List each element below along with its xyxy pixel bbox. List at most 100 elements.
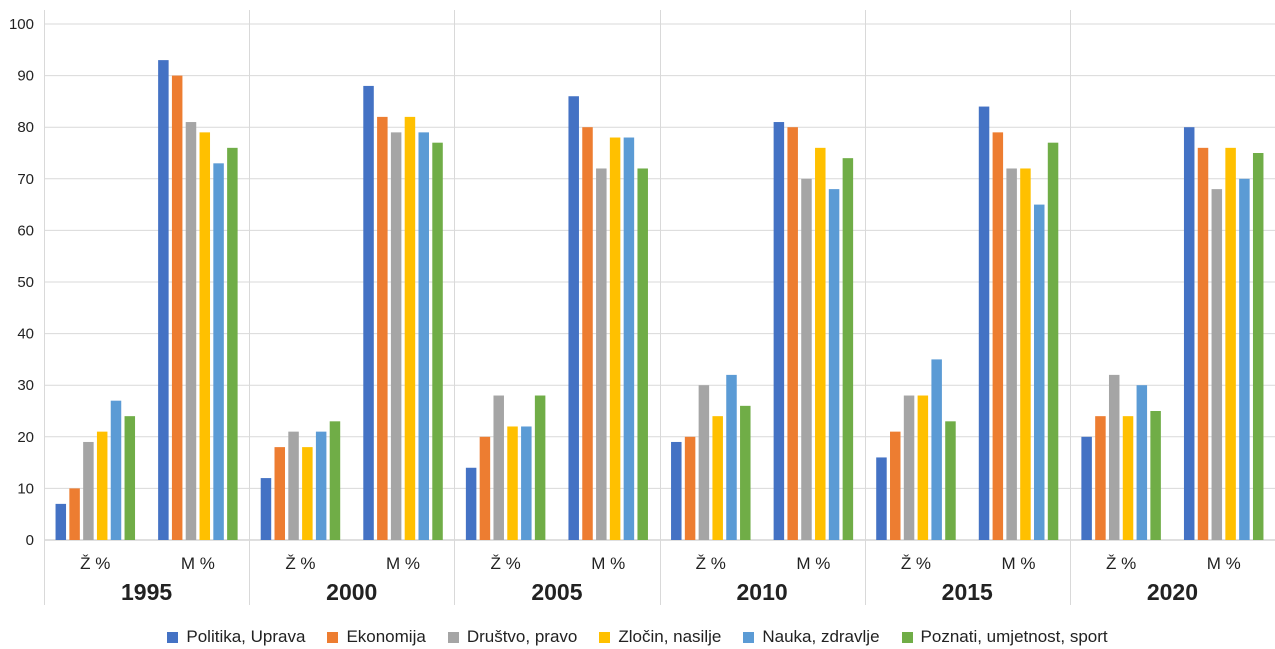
bar [185,122,197,540]
bar [377,116,388,540]
y-tick-label: 50 [17,274,34,291]
year-label: 2020 [1147,579,1198,605]
y-tick-label: 40 [17,326,34,343]
y-tick-label: 60 [17,222,34,239]
bar [876,457,887,540]
category-label: Ž % [285,554,315,573]
bar [582,127,593,540]
bar [465,467,477,540]
bar [1006,168,1017,541]
bar [69,488,80,540]
bar [684,436,696,540]
bar [698,385,710,540]
bar [568,96,579,541]
legend-swatch [167,631,179,643]
legend-swatch [743,631,755,643]
y-tick-label: 80 [17,119,34,136]
bar [1047,142,1059,540]
bar [363,85,374,541]
category-label: Ž % [80,554,110,573]
y-tick-label: 30 [17,377,34,394]
bar [521,426,532,540]
bar [479,436,491,540]
bar [903,395,915,540]
bar [637,168,648,541]
legend-swatch [447,631,459,643]
category-label: Ž % [696,554,726,573]
axis-labels: 0 10 20 30 40 50 60 70 80 90 100 Ž % M % 1995 Ž % M % 20… [9,16,1241,605]
bar [1136,385,1148,540]
legend-swatch [599,631,611,643]
bar [260,478,272,540]
bar [1095,416,1106,540]
legend-item: Nauka, zdravlje [743,627,880,647]
bar [1150,411,1161,540]
legend-label: Zločin, nasilje [618,627,722,646]
category-label: M % [591,554,625,573]
bars [55,60,1264,541]
bar [96,431,108,540]
category-label: M % [796,554,830,573]
y-tick-label: 20 [17,429,34,446]
legend-label: Ekonomija [346,627,426,646]
year-label: 2015 [942,579,993,605]
bar [507,426,518,540]
legend-item: Društvo, pravo [447,627,578,647]
bar [302,447,313,540]
legend-swatch [327,631,339,643]
bar [110,400,122,540]
bar [390,132,402,541]
legend-label: Politika, Uprava [186,627,306,646]
bar [596,168,607,541]
year-label: 2005 [531,579,582,605]
bar [671,441,682,540]
bar [773,122,785,540]
bar [1225,147,1236,540]
bar [740,405,751,540]
bar [534,395,546,540]
year-label: 2000 [326,579,377,605]
bar [609,137,621,540]
category-label: Ž % [901,554,931,573]
bar [842,158,854,540]
category-label: M % [181,554,215,573]
bar [1197,147,1209,540]
year-label: 2010 [736,579,787,605]
bar [227,147,238,540]
bar [55,503,67,540]
bar [213,163,224,540]
year-label: 1995 [121,579,172,605]
y-tick-label: 10 [17,480,34,497]
bar [1081,436,1092,540]
bar [404,116,416,540]
legend-item: Politika, Uprava [167,627,305,647]
y-tick-label: 90 [17,68,34,85]
y-tick-label: 70 [17,171,34,188]
bar [199,132,211,541]
bar [623,137,635,540]
bar [288,431,299,540]
bar [493,395,504,540]
category-label: Ž % [491,554,521,573]
bar [1252,153,1264,540]
bar [329,421,341,540]
legend-item: Poznati, umjetnost, sport [901,627,1108,647]
legend-item: Zločin, nasilje [599,627,721,647]
bar [1108,374,1120,540]
bar [171,75,183,540]
bar [931,359,942,540]
y-tick-label: 100 [9,16,34,33]
bar [158,60,169,541]
bar [787,127,798,540]
bar [83,441,94,540]
bar [315,431,327,540]
bar-chart: 0 10 20 30 40 50 60 70 80 90 100 Ž % M % 1995 Ž % M % 20… [9,10,1275,605]
bar [1211,189,1223,540]
axes [44,10,1071,605]
bar [432,142,443,540]
bar [726,374,737,540]
category-label: M % [1207,554,1241,573]
category-label: Ž % [1106,554,1136,573]
bar [890,431,901,540]
legend-label: Društvo, pravo [466,627,578,646]
